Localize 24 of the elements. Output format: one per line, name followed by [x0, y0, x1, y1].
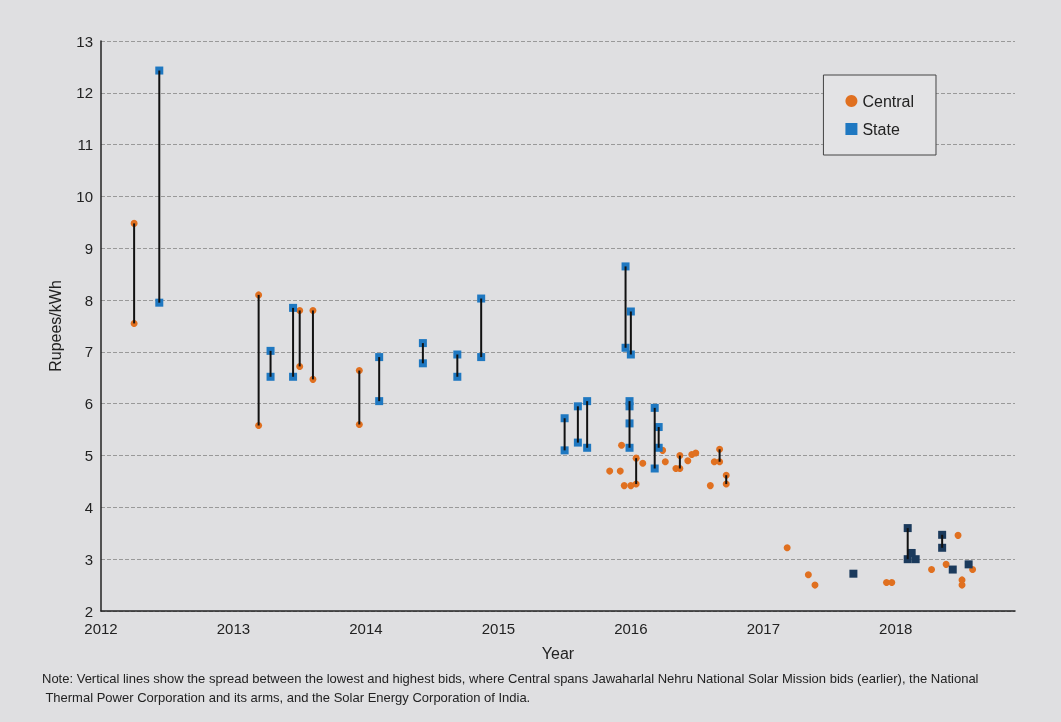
- x-tick-label: 2018: [879, 620, 913, 637]
- text: Note: Vertical lines show the spread between the lowest and highest bids, where Central spans Jawaharlal Nehru National Solar Mission bids (earlier), the National Thermal Power Corporation and its arms, and the Solar Energy Corporation of India.: [42, 671, 979, 705]
- y-tick-label: 5: [84, 447, 93, 465]
- x-tick-label: 2014: [349, 620, 383, 637]
- y-tick-label: 9: [84, 239, 93, 257]
- legend-label: State: [862, 120, 900, 138]
- y-tick-label: 7: [84, 343, 93, 361]
- x-tick-label: 2012: [84, 620, 118, 637]
- legend-label: Central: [862, 92, 914, 110]
- x-axis-title: Year: [541, 644, 575, 662]
- x-tick-label: 2015: [481, 620, 516, 637]
- y-tick-label: 4: [84, 498, 93, 516]
- y-tick-label: 3: [84, 550, 93, 568]
- y-tick-label: 10: [76, 187, 93, 205]
- y-tick-label: 6: [84, 395, 93, 413]
- x-tick-label: 2013: [216, 620, 251, 637]
- y-axis-title: Rupees/kWh: [46, 280, 64, 372]
- y-tick-label: 2: [84, 602, 93, 620]
- y-tick-label: 13: [76, 32, 93, 50]
- x-tick-label: 2017: [746, 620, 781, 637]
- y-tick-label: 11: [77, 136, 93, 154]
- y-tick-label: 8: [84, 291, 93, 309]
- y-tick-label: 12: [76, 84, 93, 102]
- x-tick-label: 2016: [614, 620, 648, 637]
